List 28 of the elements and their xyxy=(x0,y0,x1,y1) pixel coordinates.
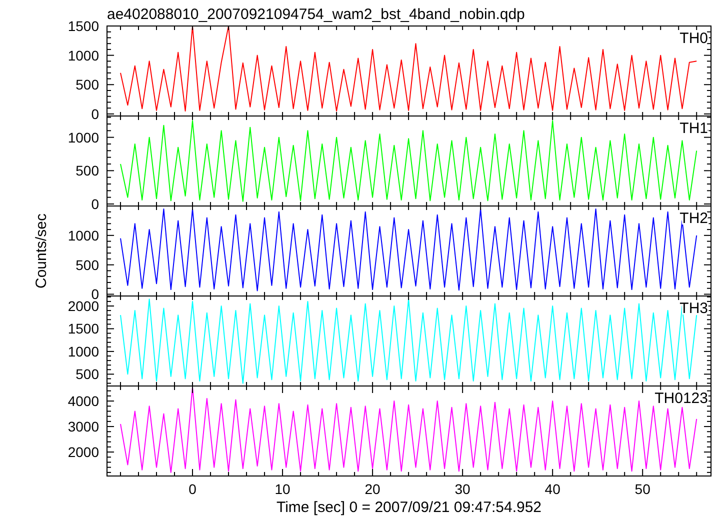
series-label: TH2 xyxy=(680,210,708,227)
y-tick-label: 500 xyxy=(76,366,100,382)
y-tick-label: 1500 xyxy=(68,18,100,34)
series-label: TH1 xyxy=(680,120,708,137)
y-tick-label: 0 xyxy=(91,196,100,212)
y-tick-label: 1000 xyxy=(68,227,100,244)
y-tick-label: 500 xyxy=(76,162,100,179)
series-label: TH0 xyxy=(680,30,708,47)
y-tick-label: 2000 xyxy=(68,444,100,460)
chart-title: ae402088010_20070921094754_wam2_bst_4band_nobin.qdp xyxy=(107,6,525,23)
x-tick-label: 50 xyxy=(634,481,651,497)
y-tick-label: 1000 xyxy=(68,129,100,146)
x-tick-label: 40 xyxy=(544,481,561,497)
y-tick-label: 500 xyxy=(76,76,100,93)
y-tick-label: 1000 xyxy=(68,343,100,360)
y-tick-label: 1000 xyxy=(68,47,100,64)
series-label: TH0123 xyxy=(654,390,708,407)
y-tick-label: 1500 xyxy=(68,320,100,337)
x-tick-label: 10 xyxy=(274,481,291,497)
x-tick-label: 0 xyxy=(188,481,197,497)
y-axis-title: Counts/sec xyxy=(33,212,50,289)
y-tick-label: 3000 xyxy=(68,418,100,435)
x-tick-label: 30 xyxy=(454,481,471,497)
y-tick-label: 4000 xyxy=(68,393,100,410)
x-tick-label: 20 xyxy=(364,481,381,497)
y-tick-label: 500 xyxy=(76,256,100,273)
x-axis-title: Time [sec] 0 = 2007/09/21 09:47:54.952 xyxy=(276,499,542,516)
y-tick-label: 0 xyxy=(91,106,100,122)
